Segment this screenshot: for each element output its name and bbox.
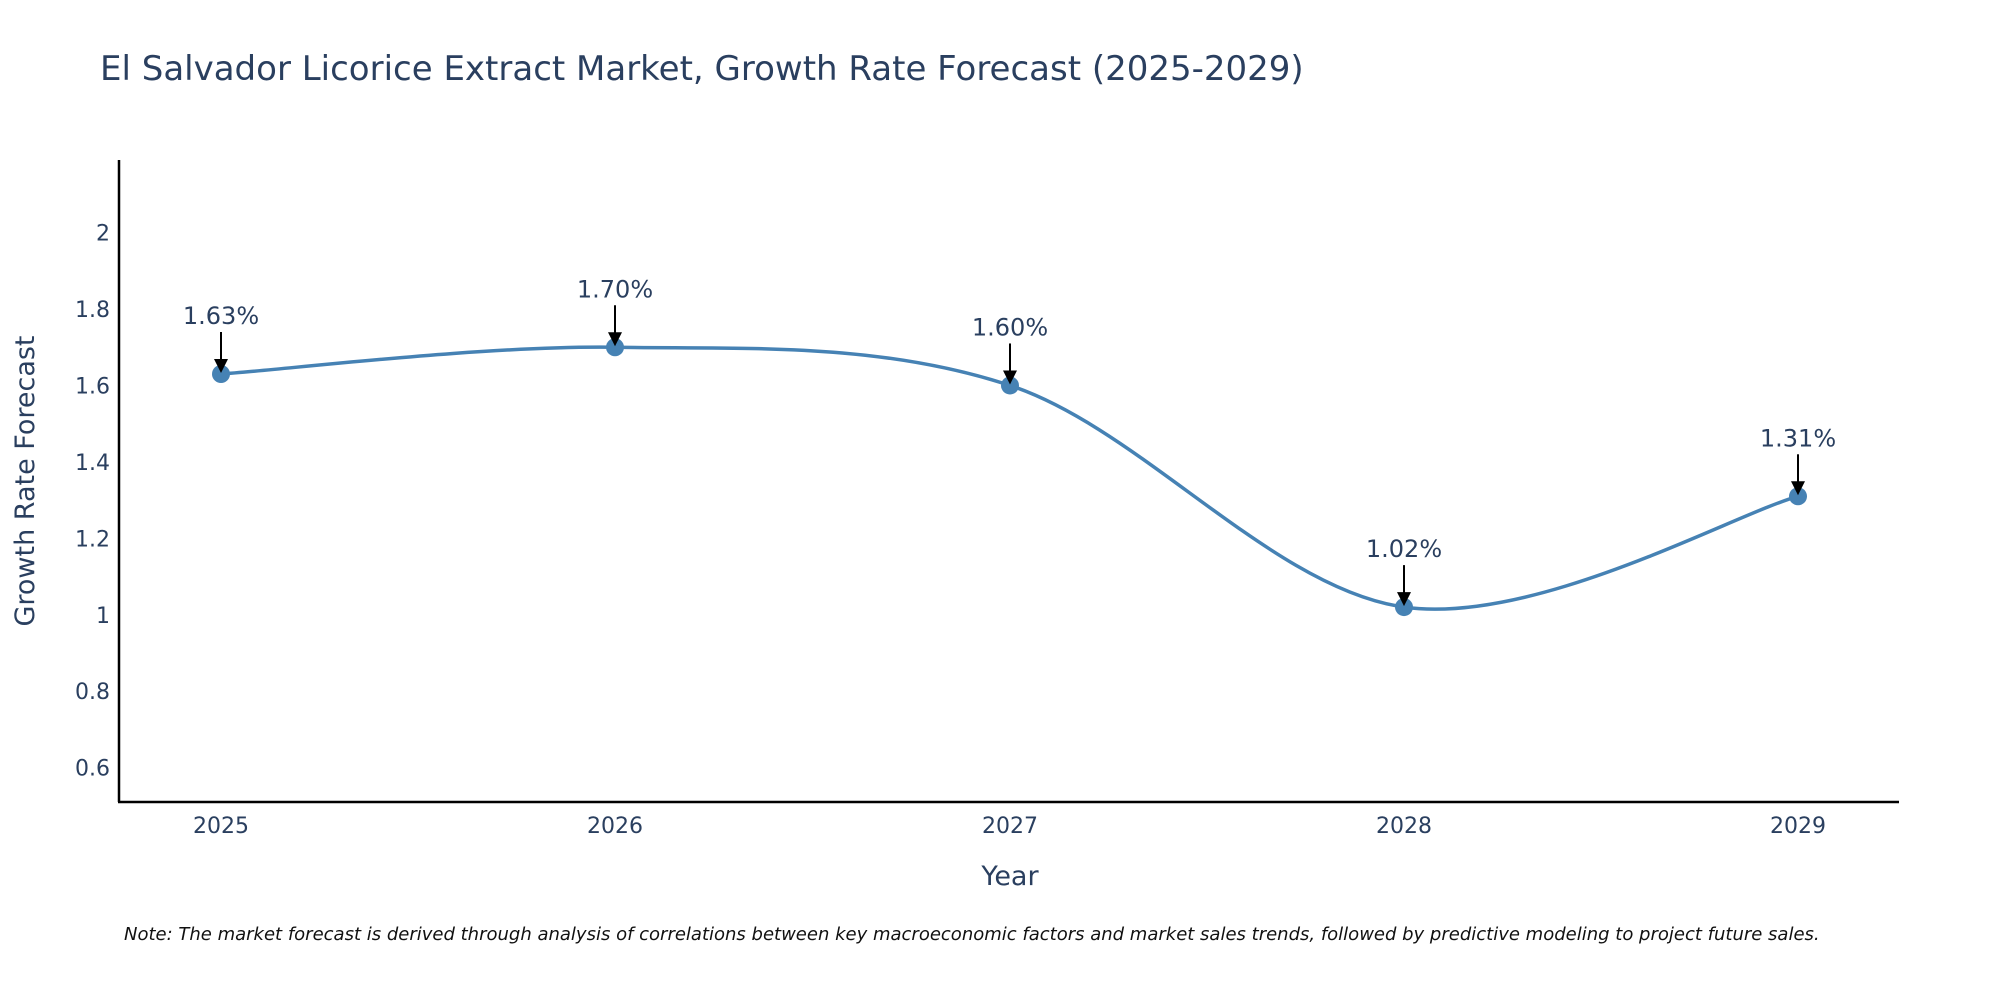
y-tick-label: 2: [96, 222, 110, 247]
footnote: Note: The market forecast is derived thr…: [124, 924, 1820, 945]
x-tick-label: 2027: [982, 814, 1038, 839]
data-point: [606, 338, 624, 357]
annotation-arrowhead: [214, 359, 228, 373]
data-point: [212, 365, 230, 383]
data-label: 1.60%: [972, 313, 1048, 341]
data-point: [1395, 598, 1413, 617]
annotation-arrowhead: [1791, 481, 1805, 496]
y-tick-label: 0.8: [75, 680, 110, 705]
data-label: 1.70%: [577, 275, 653, 303]
data-markers: [212, 338, 1807, 617]
data-label: 1.02%: [1366, 535, 1442, 563]
y-tick-label: 1: [96, 604, 110, 629]
data-label: 1.31%: [1760, 424, 1836, 452]
data-annotation: 1.02%: [1366, 535, 1442, 607]
data-annotation: 1.31%: [1760, 424, 1836, 496]
x-tick-label: 2026: [587, 814, 643, 839]
x-tick-label: 2025: [193, 814, 249, 839]
data-label: 1.63%: [183, 302, 259, 330]
y-tick-label: 1.4: [75, 451, 110, 476]
data-point: [1001, 376, 1019, 395]
data-annotation: 1.70%: [577, 275, 653, 347]
x-tick-label: 2028: [1376, 814, 1432, 839]
annotation-arrowhead: [608, 332, 622, 347]
y-axis-ticks: 0.6 0.8 1 1.2 1.4 1.6 1.8 2: [75, 222, 110, 782]
y-tick-label: 1.2: [75, 527, 110, 552]
x-tick-label: 2029: [1770, 814, 1826, 839]
x-axis-ticks: 2025 2026 2027 2028 2029: [193, 814, 1826, 839]
x-axis-title: Year: [980, 861, 1039, 892]
data-point: [1789, 487, 1807, 506]
y-tick-label: 1.8: [75, 298, 110, 323]
y-tick-label: 0.6: [75, 757, 110, 782]
chart-title: El Salvador Licorice Extract Market, Gro…: [100, 49, 1304, 89]
annotation-arrowhead: [1397, 592, 1411, 607]
data-annotations: 1.63% 1.70% 1.60% 1.02% 1.31%: [183, 275, 1836, 607]
annotation-arrowhead: [1003, 370, 1017, 385]
y-axis-title: Growth Rate Forecast: [10, 335, 41, 626]
data-annotation: 1.60%: [972, 313, 1048, 385]
y-tick-label: 1.6: [75, 374, 110, 399]
data-annotation: 1.63%: [183, 302, 259, 373]
